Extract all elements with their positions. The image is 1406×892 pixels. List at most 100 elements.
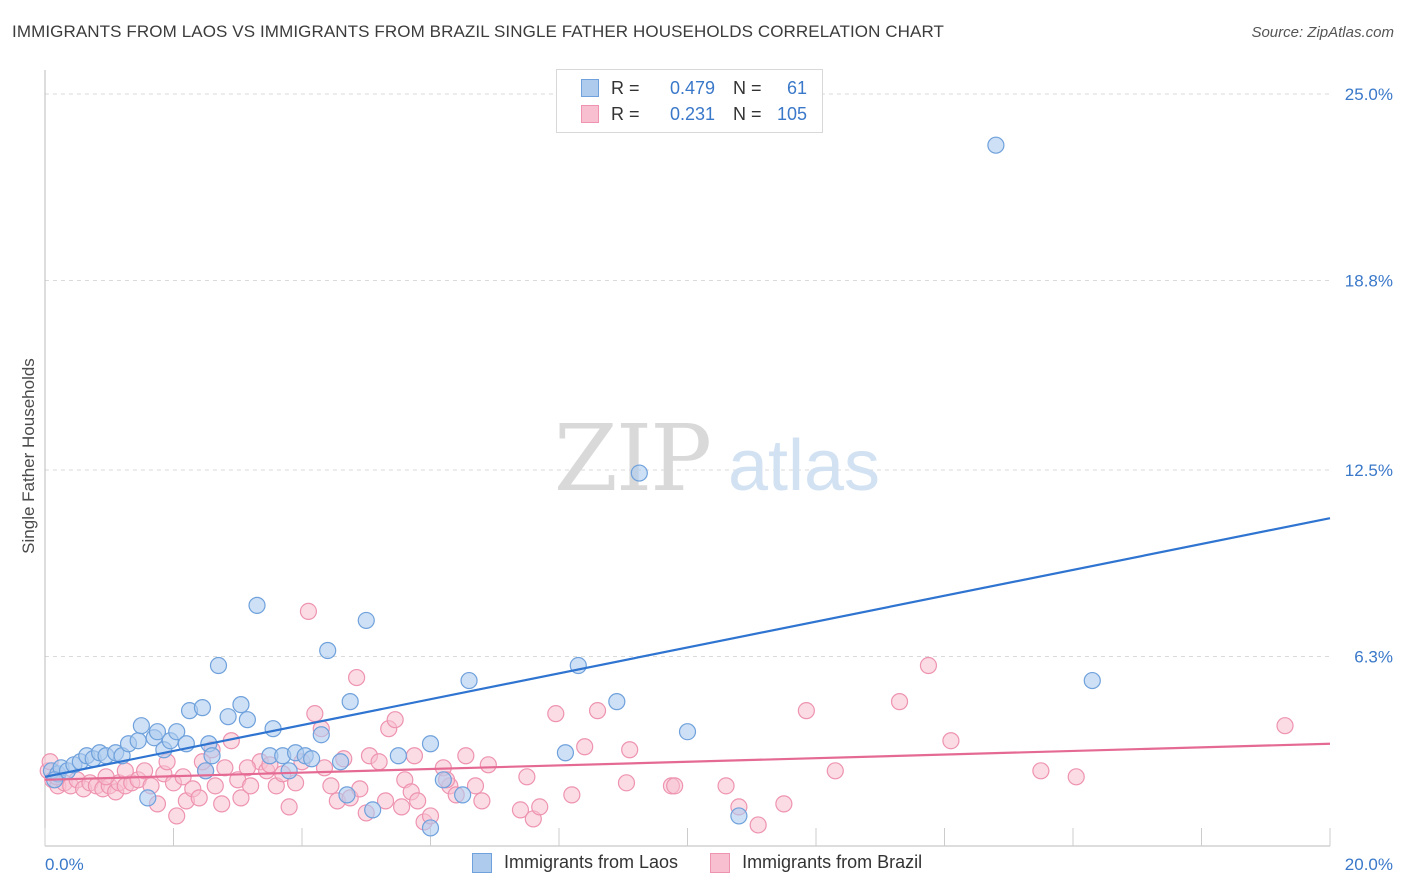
laos-point (421, 735, 440, 753)
legend-item-laos[interactable]: Immigrants from Laos (472, 852, 678, 873)
legend-r-label: R = (611, 103, 640, 124)
brazil-trend-line (44, 742, 1331, 781)
series-legend: Immigrants from Laos Immigrants from Bra… (472, 852, 954, 873)
brazil-point (409, 792, 427, 810)
y-axis-label: Single Father Households (19, 358, 38, 554)
brazil-point (457, 747, 475, 765)
laos-point (203, 747, 221, 765)
brazil-point (775, 795, 793, 813)
laos-point (630, 464, 648, 482)
y-tick-label: 25.0% (1345, 85, 1393, 104)
brazil-point (206, 777, 224, 795)
brazil-legend-label: Immigrants from Brazil (742, 852, 923, 872)
brazil-point (547, 705, 565, 723)
laos-point (421, 819, 440, 837)
stats-legend: R = 0.479 N = 61 R = 0.231 N = 105 (556, 69, 823, 133)
brazil-point (213, 795, 231, 813)
brazil-point (322, 777, 340, 795)
laos-point (608, 693, 626, 711)
brazil-point (1032, 762, 1050, 780)
laos-point (987, 136, 1005, 154)
brazil-point (216, 759, 234, 777)
brazil-point (135, 762, 154, 780)
chart-title: IMMIGRANTS FROM LAOS VS IMMIGRANTS FROM … (12, 22, 945, 41)
laos-point (730, 807, 748, 825)
laos-point (312, 726, 330, 744)
laos-point (460, 671, 478, 690)
brazil-point (511, 801, 530, 819)
laos-point (280, 762, 298, 780)
legend-r-label: R = (611, 77, 640, 98)
legend-n-value: 105 (776, 103, 807, 124)
brazil-point (890, 693, 909, 711)
brazil-point (717, 777, 735, 795)
laos-point (139, 789, 157, 807)
laos-point (129, 732, 147, 750)
tick-labels: 6.3% 12.5% 18.8% 25.0% 0.0% 20.0% (45, 85, 1393, 874)
brazil-point (242, 777, 260, 795)
legend-n-label: N = (733, 77, 762, 98)
brazil-point (617, 774, 636, 792)
laos-point (341, 693, 359, 711)
brazil-point (306, 705, 324, 723)
laos-point (193, 699, 212, 717)
legend-n-value: 61 (786, 77, 807, 98)
laos-point (357, 611, 375, 630)
y-tick-label: 18.8% (1345, 272, 1393, 291)
brazil-point (942, 732, 960, 750)
laos-point (678, 723, 697, 741)
laos-legend-label: Immigrants from Laos (504, 852, 679, 872)
brazil-point (376, 792, 395, 810)
watermark-zip: ZIP (554, 405, 710, 512)
brazil-legend-swatch (710, 852, 731, 873)
laos-point (338, 786, 356, 804)
laos-point (209, 656, 228, 675)
legend-row-laos: R = 0.479 N = 61 (581, 76, 807, 100)
laos-points (42, 136, 1101, 837)
watermark: ZIP atlas (554, 405, 880, 512)
watermark-atlas: atlas (728, 426, 880, 506)
laos-point (303, 750, 321, 768)
legend-row-brazil: R = 0.231 N = 105 (581, 102, 807, 126)
laos-point (556, 744, 575, 762)
brazil-point (563, 786, 581, 804)
laos-swatch (581, 79, 599, 97)
brazil-point (280, 798, 298, 816)
brazil-point (621, 741, 639, 759)
laos-point (148, 723, 167, 741)
brazil-point (370, 753, 388, 771)
laos-point (389, 747, 407, 765)
laos-point (319, 641, 337, 660)
brazil-point (826, 762, 844, 780)
laos-point (238, 711, 256, 729)
legend-item-brazil[interactable]: Immigrants from Brazil (710, 852, 922, 873)
x-tick-label: 0.0% (45, 855, 84, 874)
laos-point (219, 708, 237, 726)
brazil-point (190, 789, 208, 807)
brazil-point (473, 792, 491, 810)
laos-point (364, 801, 382, 819)
brazil-point (797, 702, 815, 720)
brazil-point (531, 798, 549, 816)
brazil-point (576, 738, 594, 756)
y-tick-label: 6.3% (1354, 648, 1393, 667)
laos-point (1083, 671, 1101, 690)
brazil-point (919, 656, 938, 675)
brazil-point (392, 798, 411, 816)
laos-point (248, 596, 266, 614)
laos-point (331, 753, 350, 771)
gridlines (45, 93, 1330, 658)
brazil-point (666, 777, 684, 795)
brazil-point (168, 807, 186, 825)
brazil-point (97, 768, 115, 786)
laos-point (232, 696, 250, 714)
brazil-point (1067, 768, 1085, 786)
source-label: Source: ZipAtlas.com (1251, 24, 1394, 41)
brazil-point (232, 789, 250, 807)
legend-n-label: N = (733, 103, 762, 124)
brazil-point (466, 777, 485, 795)
laos-point (454, 786, 472, 804)
laos-trend-line (44, 517, 1331, 778)
axes (44, 70, 1331, 847)
